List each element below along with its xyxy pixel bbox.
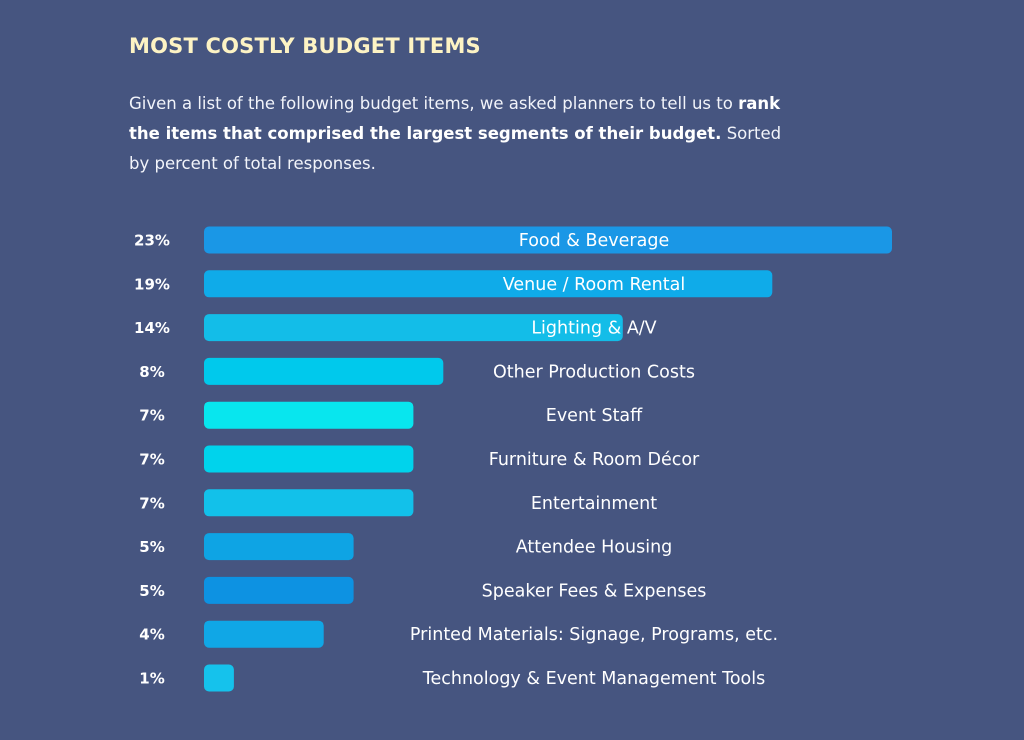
- value-label: 4%: [139, 626, 164, 644]
- bar: [204, 226, 892, 254]
- value-label: 1%: [139, 670, 164, 688]
- description-text: Given a list of the following budget ite…: [129, 94, 739, 113]
- bar: [204, 489, 414, 517]
- value-label: 5%: [139, 538, 164, 556]
- chart-description: Given a list of the following budget ite…: [129, 89, 789, 179]
- category-label: Lighting & A/V: [531, 319, 656, 339]
- category-label: Technology & Event Management Tools: [422, 669, 765, 689]
- value-label: 7%: [139, 451, 164, 469]
- bar: [204, 576, 354, 604]
- category-label: Furniture & Room Décor: [489, 450, 700, 470]
- bar: [204, 357, 444, 385]
- bar: [204, 270, 773, 298]
- value-label: 7%: [139, 407, 164, 425]
- category-label: Entertainment: [531, 494, 657, 514]
- value-label: 23%: [134, 232, 170, 250]
- value-label: 7%: [139, 494, 164, 512]
- category-label: Event Staff: [546, 406, 643, 426]
- category-label: Venue / Room Rental: [503, 275, 685, 295]
- category-label: Other Production Costs: [493, 362, 695, 382]
- category-label: Speaker Fees & Expenses: [482, 581, 707, 601]
- chart-title: MOST COSTLY BUDGET ITEMS: [129, 34, 481, 58]
- value-label: 5%: [139, 582, 164, 600]
- bar: [204, 620, 324, 648]
- description-emphasis: rank the items that comprised the larges…: [129, 94, 781, 143]
- bar: [204, 533, 354, 561]
- bar: [204, 664, 234, 692]
- bar: [204, 314, 623, 342]
- category-label: Attendee Housing: [516, 538, 673, 558]
- value-label: 14%: [134, 319, 170, 337]
- bar: [204, 445, 414, 473]
- value-label: 19%: [134, 275, 170, 293]
- description-text-end: Sorted by percent of total responses.: [129, 124, 782, 173]
- value-label: 8%: [139, 363, 164, 381]
- category-label: Food & Beverage: [519, 231, 669, 251]
- bar: [204, 401, 414, 429]
- category-label: Printed Materials: Signage, Programs, et…: [410, 625, 778, 645]
